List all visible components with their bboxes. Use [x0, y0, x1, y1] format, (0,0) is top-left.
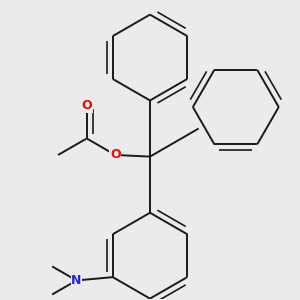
Text: O: O — [110, 148, 121, 161]
Text: N: N — [71, 274, 82, 287]
Text: O: O — [81, 99, 92, 112]
